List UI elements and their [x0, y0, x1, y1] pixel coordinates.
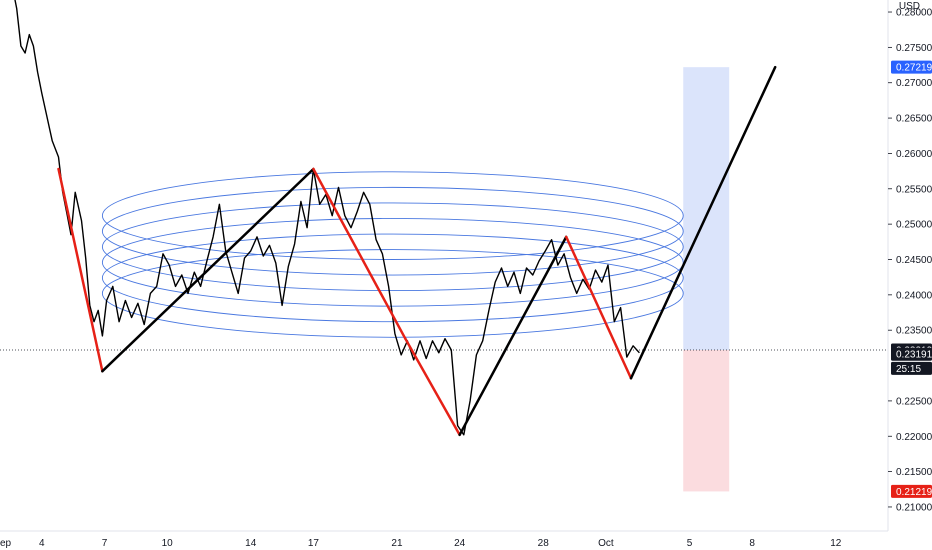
x-tick-label: 7 — [102, 538, 108, 549]
zigzag-segment — [629, 65, 777, 380]
y-tick-label: 0.24500 — [896, 255, 932, 266]
zigzag-segment — [101, 167, 315, 373]
y-tick-label: 0.24000 — [896, 290, 932, 301]
ellipse-ring — [101, 202, 684, 292]
price-tag-label: 0.27219 — [896, 63, 932, 74]
price-series-line — [14, 0, 640, 436]
x-tick-label: Oct — [598, 538, 614, 549]
y-tick-label: 0.27500 — [896, 43, 932, 54]
y-tick-label: 0.21000 — [896, 502, 932, 513]
price-axis[interactable]: USD 0.28000 0.27500 0.27000 0.26500 0.26000 0… — [888, 1, 932, 513]
y-tick-label: 0.27000 — [896, 78, 932, 89]
price-tag-box — [891, 484, 932, 498]
position-tool[interactable] — [683, 67, 730, 492]
zigzag-segment — [564, 235, 633, 380]
price-tag-label: 0.23191 — [896, 350, 932, 361]
ellipse-ring — [101, 171, 684, 260]
y-tick-label: 0.22500 — [896, 396, 932, 407]
zigzag-segment — [458, 235, 568, 437]
stop-loss-zone — [683, 349, 730, 492]
y-tick-label: 0.21500 — [896, 467, 932, 478]
profit-zone — [683, 67, 730, 350]
y-tick-label: 0.26500 — [896, 114, 932, 125]
y-tick-label: 0.28000 — [896, 8, 932, 19]
y-tick-label: 0.26000 — [896, 149, 932, 160]
x-tick-label: 10 — [162, 538, 174, 549]
x-tick-label: 21 — [391, 538, 403, 549]
ellipse-ring — [101, 249, 684, 338]
price-tag-box — [891, 361, 932, 375]
y-tick-label: 0.23500 — [896, 326, 932, 337]
ellipse-ring — [101, 186, 684, 276]
x-tick-label: 24 — [454, 538, 466, 549]
plot-area[interactable] — [0, 0, 888, 492]
x-tick-label: 17 — [308, 538, 320, 549]
time-axis[interactable]: ep 4 7 10 14 17 21 24 28 Oct 5 8 12 — [0, 538, 842, 549]
x-start-label: ep — [0, 538, 12, 549]
x-tick-label: 28 — [538, 538, 550, 549]
price-tag-box — [891, 60, 932, 74]
price-tag-label: 25:15 — [896, 364, 921, 375]
x-tick-label: 14 — [245, 538, 257, 549]
x-tick-label: 5 — [687, 538, 693, 549]
price-tag-box — [891, 347, 932, 361]
zigzag-segment — [404, 337, 461, 437]
y-tick-label: 0.25000 — [896, 220, 932, 231]
x-tick-label: 4 — [39, 538, 45, 549]
price-tag-label: 0.21219 — [896, 487, 932, 498]
x-tick-label: 12 — [830, 538, 842, 549]
y-tick-label: 0.22000 — [896, 432, 932, 443]
zigzag-lines[interactable] — [57, 65, 777, 437]
y-tick-label: 0.25500 — [896, 184, 932, 195]
x-tick-label: 8 — [749, 538, 755, 549]
zigzag-segment — [312, 167, 407, 340]
ellipse-ring — [101, 218, 684, 307]
currency-label: USD — [899, 1, 920, 12]
zigzag-segment — [57, 167, 104, 373]
